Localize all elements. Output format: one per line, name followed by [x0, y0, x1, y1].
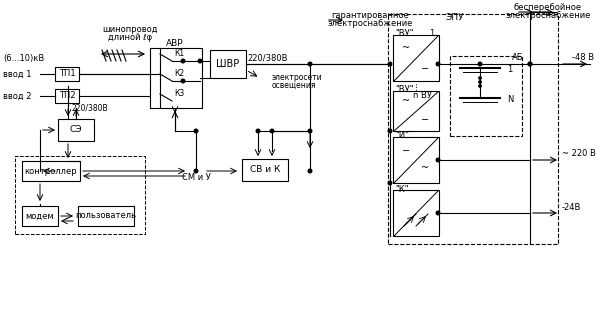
Text: 220/380В: 220/380В	[72, 103, 108, 112]
Circle shape	[308, 129, 312, 133]
Text: ~: ~	[402, 96, 410, 106]
Circle shape	[194, 129, 198, 133]
Text: электросети: электросети	[272, 73, 322, 82]
Text: "ВУ": "ВУ"	[395, 85, 413, 95]
Text: пользователь: пользователь	[76, 212, 136, 220]
Text: шинопровод: шинопровод	[102, 25, 158, 35]
Text: ~: ~	[402, 43, 410, 53]
Bar	[210, 50, 246, 78]
Text: К3: К3	[174, 90, 184, 98]
Bar	[15, 156, 145, 234]
Bar	[393, 35, 439, 81]
Circle shape	[436, 158, 440, 162]
Text: СМ и У: СМ и У	[182, 173, 210, 183]
Bar	[22, 161, 80, 181]
Circle shape	[436, 211, 440, 215]
Text: 1: 1	[507, 66, 513, 75]
Bar	[78, 206, 134, 226]
Circle shape	[181, 79, 185, 83]
Text: электроснабжение: электроснабжение	[505, 11, 591, 21]
Circle shape	[528, 62, 532, 66]
Circle shape	[388, 62, 392, 66]
Circle shape	[308, 169, 312, 173]
Bar	[450, 56, 522, 136]
Text: ввод 2: ввод 2	[3, 92, 32, 100]
Text: К2: К2	[174, 69, 184, 79]
Text: гарантированное: гарантированное	[331, 11, 409, 21]
Text: N: N	[507, 96, 513, 105]
Text: К1: К1	[174, 50, 184, 58]
Text: ЭПУ: ЭПУ	[445, 13, 464, 22]
Bar	[388, 14, 558, 244]
Text: модем: модем	[25, 212, 55, 220]
Bar	[393, 91, 439, 131]
Circle shape	[194, 169, 198, 173]
Circle shape	[181, 59, 185, 63]
Circle shape	[198, 59, 202, 63]
Text: освещения: освещения	[272, 81, 316, 90]
Text: АВР: АВР	[166, 38, 184, 48]
Bar	[55, 89, 79, 103]
Bar	[150, 48, 202, 108]
Text: СЭ: СЭ	[70, 126, 82, 135]
Text: ввод 1: ввод 1	[3, 69, 32, 79]
Text: СВ и К: СВ и К	[250, 166, 280, 174]
Text: ТП1: ТП1	[59, 69, 75, 79]
Circle shape	[479, 85, 481, 87]
Text: −: −	[402, 146, 410, 156]
Text: 1: 1	[430, 29, 435, 38]
Circle shape	[479, 81, 481, 83]
Text: 220/380В: 220/380В	[248, 53, 288, 63]
Circle shape	[256, 129, 260, 133]
Circle shape	[270, 129, 274, 133]
Text: −: −	[421, 115, 429, 125]
Text: бесперебойное: бесперебойное	[514, 4, 582, 12]
Circle shape	[479, 77, 481, 79]
Text: -48 В: -48 В	[572, 53, 594, 63]
Text: n ВУ: n ВУ	[413, 92, 432, 100]
Bar	[22, 206, 58, 226]
Circle shape	[388, 181, 392, 185]
Bar	[242, 159, 288, 181]
Circle shape	[478, 62, 482, 66]
Bar	[55, 67, 79, 81]
Text: контроллер: контроллер	[25, 167, 78, 175]
Bar	[393, 137, 439, 183]
Text: ШВР: ШВР	[216, 59, 239, 69]
Text: АБ: АБ	[512, 53, 524, 63]
Text: длиной ℓφ: длиной ℓφ	[108, 34, 152, 42]
Text: (6...10)кВ: (6...10)кВ	[3, 53, 44, 63]
Bar	[393, 190, 439, 236]
Text: −: −	[421, 64, 429, 74]
Bar	[58, 119, 94, 141]
Text: "И": "И"	[395, 131, 409, 141]
Text: электроснабжение: электроснабжение	[327, 20, 413, 28]
Text: ~: ~	[421, 163, 429, 173]
Circle shape	[308, 62, 312, 66]
Circle shape	[528, 62, 532, 66]
Text: -24В: -24В	[562, 202, 581, 212]
Text: "К": "К"	[395, 185, 408, 194]
Text: "ВУ": "ВУ"	[395, 29, 413, 38]
Text: ТП2: ТП2	[59, 92, 75, 100]
Circle shape	[388, 129, 392, 133]
Text: ~ 220 В: ~ 220 В	[562, 150, 596, 158]
Circle shape	[436, 62, 440, 66]
